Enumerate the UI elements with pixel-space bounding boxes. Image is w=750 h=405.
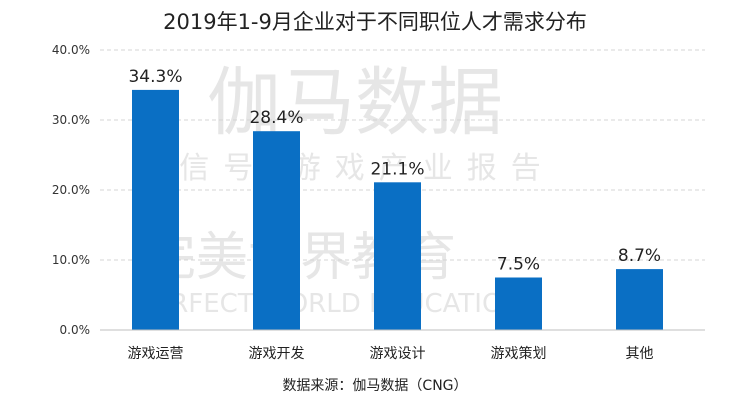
data-labels: 34.3% 28.4% 21.1% 7.5% 8.7% xyxy=(128,67,661,275)
y-tick-label: 10.0% xyxy=(52,253,90,267)
data-label: 8.7% xyxy=(618,246,661,266)
x-tick-label: 游戏运营 xyxy=(128,346,184,362)
bars xyxy=(132,89,663,331)
svg-text:伽马数据: 伽马数据 xyxy=(207,60,503,146)
bar xyxy=(495,277,542,330)
x-tick-label: 游戏设计 xyxy=(370,346,426,362)
x-tick-label: 游戏开发 xyxy=(249,346,305,362)
data-label: 21.1% xyxy=(370,159,424,179)
y-axis: 0.0% 10.0% 20.0% 30.0% 40.0% xyxy=(52,43,90,337)
x-axis: 游戏运营 游戏开发 游戏设计 游戏策划 其他 xyxy=(100,329,705,362)
data-label: 7.5% xyxy=(497,255,540,275)
y-tick-label: 20.0% xyxy=(52,183,90,197)
bar xyxy=(132,89,179,331)
chart-title: 2019年1-9月企业对于不同职位人才需求分布 xyxy=(163,10,587,34)
svg-text:PERFECT WORLD EDUCATION: PERFECT WORLD EDUCATION xyxy=(138,289,522,319)
y-tick-label: 0.0% xyxy=(60,323,91,337)
bar xyxy=(616,269,663,330)
data-label: 34.3% xyxy=(128,67,182,87)
bar xyxy=(253,131,300,330)
bar xyxy=(374,182,421,330)
x-tick-label: 游戏策划 xyxy=(491,345,547,362)
y-tick-label: 40.0% xyxy=(52,43,90,57)
x-tick-label: 其他 xyxy=(626,346,654,362)
data-label: 28.4% xyxy=(249,108,303,128)
y-tick-label: 30.0% xyxy=(52,113,90,127)
source-note: 数据来源：伽马数据（CNG） xyxy=(282,378,468,394)
svg-text:微信号 游戏产业报告: 微信号 游戏产业报告 xyxy=(135,151,555,186)
